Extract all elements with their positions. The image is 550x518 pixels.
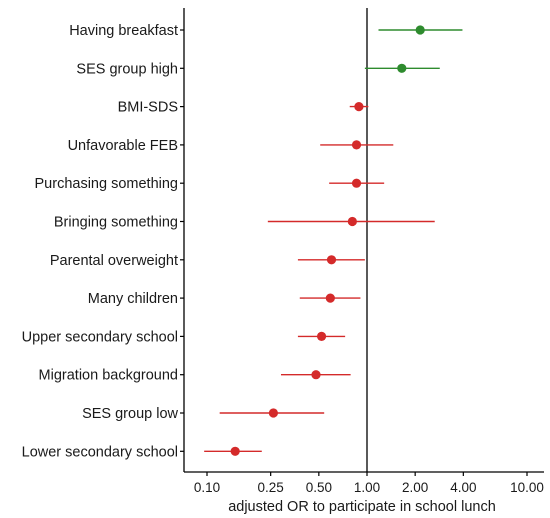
- forest-row: Parental overweight: [50, 253, 365, 269]
- forest-row: Purchasing something: [35, 176, 385, 192]
- row-label: Having breakfast: [69, 23, 178, 39]
- forest-row: Migration background: [39, 368, 351, 384]
- row-label: Lower secondary school: [22, 444, 178, 460]
- row-label: BMI-SDS: [118, 100, 178, 116]
- forest-row: Lower secondary school: [22, 444, 262, 460]
- x-tick-label: 2.00: [402, 480, 428, 495]
- odds-ratio-point: [268, 408, 278, 418]
- odds-ratio-point: [230, 446, 240, 456]
- x-tick-label: 4.00: [450, 480, 476, 495]
- forest-row: Upper secondary school: [22, 329, 346, 345]
- odds-ratio-point: [351, 178, 362, 188]
- odds-ratio-point: [325, 293, 335, 303]
- x-tick-label: 0.25: [258, 480, 284, 495]
- forest-rows: Having breakfast SES group high BMI-SDS Unf…: [22, 23, 463, 460]
- x-axis-ticks: 0.10 0.25 0.50 1.00 2.00 4.00 10.00: [194, 472, 544, 495]
- odds-ratio-point: [397, 63, 407, 73]
- row-label: Purchasing something: [35, 176, 178, 192]
- x-tick-label: 0.10: [194, 480, 220, 495]
- forest-row: Many children: [88, 291, 361, 307]
- forest-row: Having breakfast: [69, 23, 463, 39]
- odds-ratio-point: [326, 255, 337, 265]
- x-tick-label: 1.00: [354, 480, 380, 495]
- forest-row: Unfavorable FEB: [68, 138, 394, 154]
- x-axis-title: adjusted OR to participate in school lun…: [228, 499, 496, 515]
- x-tick-label: 10.00: [510, 480, 544, 495]
- forest-row: Bringing something: [54, 215, 435, 231]
- row-label: Unfavorable FEB: [68, 138, 178, 154]
- row-label: SES group low: [82, 406, 178, 422]
- row-label: Many children: [88, 291, 178, 307]
- odds-ratio-point: [351, 140, 362, 150]
- odds-ratio-point: [354, 102, 364, 112]
- forest-row: SES group low: [82, 406, 325, 422]
- odds-ratio-point: [311, 370, 321, 380]
- forest-row: BMI-SDS: [118, 100, 369, 116]
- x-tick-label: 0.50: [306, 480, 332, 495]
- odds-ratio-point: [415, 25, 425, 35]
- forest-row: SES group high: [76, 61, 440, 77]
- row-label: SES group high: [76, 61, 178, 77]
- row-label: Migration background: [39, 368, 178, 384]
- odds-ratio-point: [316, 331, 327, 341]
- row-label: Upper secondary school: [22, 329, 178, 345]
- row-label: Parental overweight: [50, 253, 178, 269]
- odds-ratio-point: [347, 216, 357, 227]
- row-label: Bringing something: [54, 215, 178, 231]
